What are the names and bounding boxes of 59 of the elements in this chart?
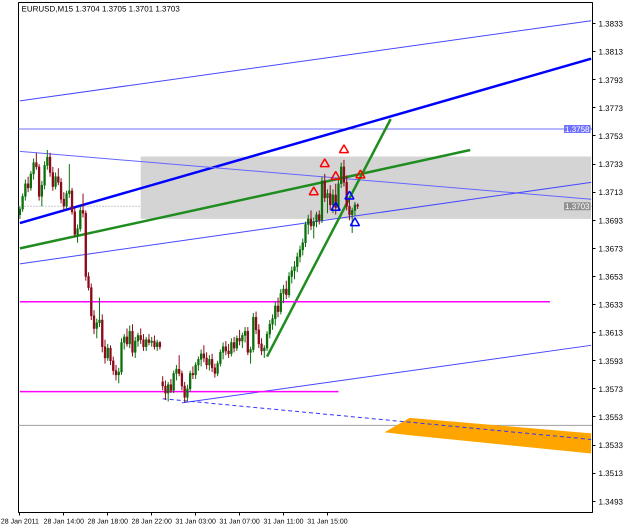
candlestick bbox=[276, 297, 280, 318]
y-tick-label: 1.3733 bbox=[598, 160, 624, 170]
candlestick bbox=[156, 339, 158, 352]
y-tick-label: 1.3593 bbox=[598, 356, 624, 366]
candlestick bbox=[246, 326, 249, 356]
y-tick-label: 1.3813 bbox=[598, 48, 624, 57]
candlestick bbox=[227, 343, 230, 358]
candlestick bbox=[224, 340, 228, 356]
candlestick bbox=[208, 354, 211, 372]
point bbox=[350, 217, 360, 226]
candlestick bbox=[150, 336, 153, 348]
y-tick-label: 1.3773 bbox=[598, 104, 624, 113]
y-tick-label: 1.3553 bbox=[598, 412, 624, 422]
ref-line-label: 1.3703 bbox=[565, 202, 590, 212]
candlestick bbox=[26, 176, 30, 193]
candlestick bbox=[232, 336, 236, 353]
y-tick-label: 1.3633 bbox=[598, 300, 624, 310]
candlestick bbox=[238, 329, 241, 346]
candlestick bbox=[148, 334, 150, 346]
candlestick bbox=[54, 172, 57, 190]
candlestick bbox=[274, 301, 276, 326]
candlestick bbox=[128, 325, 131, 349]
y-tick-label: 1.3573 bbox=[598, 384, 624, 394]
y-tick-label: 1.3513 bbox=[598, 469, 624, 478]
point bbox=[330, 202, 341, 211]
candlestick bbox=[318, 210, 320, 225]
candlestick bbox=[329, 184, 332, 211]
candlestick bbox=[326, 188, 329, 214]
point bbox=[338, 144, 350, 154]
candlestick bbox=[145, 336, 148, 352]
candlestick bbox=[324, 173, 326, 203]
y-tick-label: 1.3533 bbox=[598, 441, 624, 450]
point bbox=[330, 170, 341, 180]
candlestick bbox=[280, 288, 282, 315]
point bbox=[355, 169, 366, 179]
candlestick bbox=[200, 349, 202, 367]
y-tick-label: 1.3793 bbox=[598, 76, 624, 85]
y-tick-label: 1.3713 bbox=[598, 188, 624, 198]
candlestick bbox=[134, 336, 136, 358]
candlestick bbox=[164, 380, 167, 401]
point bbox=[319, 158, 330, 168]
candlestick bbox=[192, 366, 194, 380]
y-tick-label: 1.3833 bbox=[598, 20, 624, 29]
candlestick bbox=[236, 334, 238, 352]
ref-line-label: 1.3758 bbox=[565, 124, 590, 134]
y-tick-label: 1.3693 bbox=[598, 216, 624, 226]
candlestick bbox=[230, 338, 232, 358]
chart-title: EURUSD,M15 1.3704 1.3705 1.3701 1.3703 bbox=[22, 4, 180, 14]
candlestick bbox=[170, 378, 172, 394]
y-tick-label: 1.3653 bbox=[598, 272, 624, 282]
y-tick-label: 1.3753 bbox=[598, 132, 624, 141]
y-tick-label: 1.3613 bbox=[598, 328, 624, 338]
point bbox=[344, 190, 355, 200]
candlestick bbox=[106, 343, 109, 362]
candlestick bbox=[167, 381, 170, 402]
candlestick bbox=[285, 280, 288, 300]
y-tick-label: 1.3493 bbox=[598, 497, 624, 506]
y-tick-label: 1.3673 bbox=[598, 244, 624, 254]
point bbox=[308, 186, 319, 196]
